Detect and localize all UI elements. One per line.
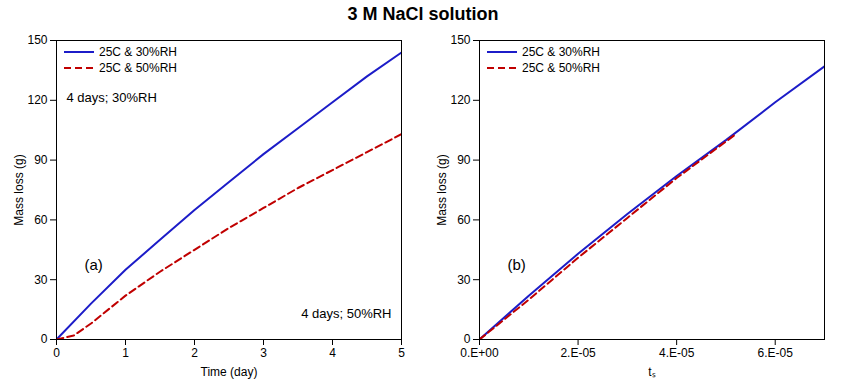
svg-text:0: 0 <box>464 332 471 346</box>
svg-text:30: 30 <box>457 273 471 287</box>
svg-text:0: 0 <box>53 346 60 360</box>
svg-text:4 days; 50%RH: 4 days; 50%RH <box>301 306 391 321</box>
html-text:3 M NaCl solution: 3 M NaCl solution <box>347 4 499 24</box>
html-text:25C & 50%RH: 25C & 50%RH <box>522 61 600 75</box>
svg-text:3: 3 <box>260 346 267 360</box>
svg-text:120: 120 <box>450 93 470 107</box>
svg-text:4: 4 <box>329 346 336 360</box>
html-text:25C & 50%RH: 25C & 50%RH <box>99 61 177 75</box>
svg-text:4.E-05: 4.E-05 <box>659 346 695 360</box>
svg-text:30: 30 <box>34 273 48 287</box>
svg-text:0.E+00: 0.E+00 <box>460 346 499 360</box>
svg-text:2: 2 <box>191 346 198 360</box>
svg-text:(b): (b) <box>508 256 526 273</box>
svg-text:90: 90 <box>457 153 471 167</box>
svg-text:5: 5 <box>398 346 405 360</box>
html-text:25C & 30%RH: 25C & 30%RH <box>522 45 600 59</box>
svg-text:90: 90 <box>34 153 48 167</box>
html-text:25C & 30%RH: 25C & 30%RH <box>99 45 177 59</box>
svg-text:4 days; 30%RH: 4 days; 30%RH <box>67 90 157 105</box>
svg-text:2.E-05: 2.E-05 <box>560 346 596 360</box>
svg-text:tₛ: tₛ <box>648 365 655 379</box>
svg-text:120: 120 <box>27 93 47 107</box>
svg-text:150: 150 <box>450 33 470 47</box>
svg-text:Time (day): Time (day) <box>201 365 258 379</box>
svg-text:60: 60 <box>457 213 471 227</box>
svg-text:Mass loss (g): Mass loss (g) <box>435 154 449 225</box>
svg-text:150: 150 <box>27 33 47 47</box>
svg-text:60: 60 <box>34 213 48 227</box>
svg-text:(a): (a) <box>85 256 103 273</box>
svg-text:1: 1 <box>122 346 129 360</box>
svg-text:6.E-05: 6.E-05 <box>758 346 794 360</box>
svg-text:Mass loss (g): Mass loss (g) <box>12 154 26 225</box>
svg-text:0: 0 <box>41 332 48 346</box>
